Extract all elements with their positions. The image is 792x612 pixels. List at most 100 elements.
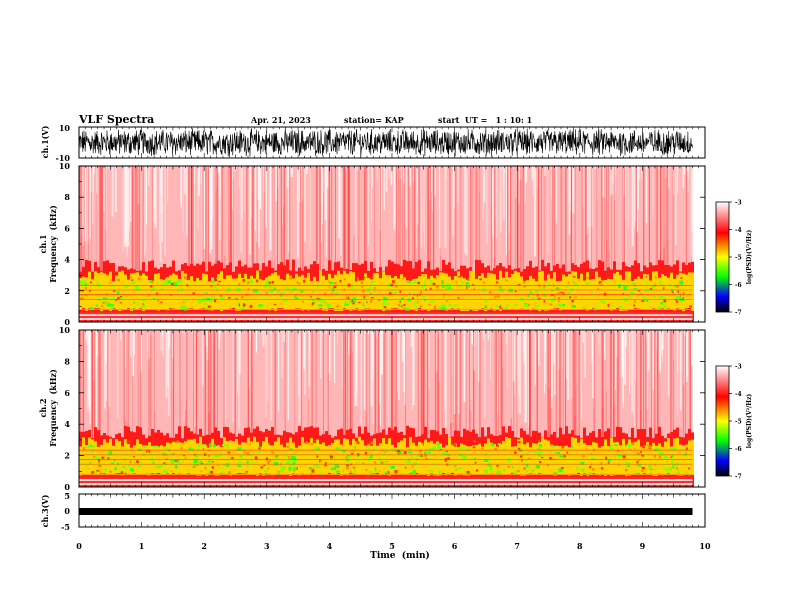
ch1-spec-green-patch (366, 288, 371, 293)
ch1-spec-orange-speckle (347, 296, 350, 300)
ch2-spec-green-patch (346, 459, 349, 462)
ch2-spec-yellow-band (601, 446, 604, 474)
ch1-spec-noise-streak (687, 166, 689, 193)
ch1-spec-orange-speckle (119, 302, 122, 304)
ch2-spec-sferic (351, 330, 353, 487)
ch1-spec-yellow-band (379, 278, 382, 310)
ch1-spec-noise-streak (634, 166, 637, 222)
ch2-spec-sferic (294, 330, 296, 487)
ch1-spec-green-patch (520, 307, 522, 310)
ch1-spec-orange-speckle (218, 280, 221, 283)
ch2-spec-green-patch (555, 452, 560, 454)
ch2-spec-orange-speckle (537, 448, 541, 450)
ch1-spec-green-patch (445, 286, 449, 290)
ch2-spec-green-patch (237, 447, 242, 451)
ch1-spec-noise-streak (667, 166, 669, 240)
ch2-spec-green-patch (222, 464, 227, 467)
ch1-spec-orange-speckle (558, 297, 560, 299)
ch2-spec-orange-speckle (658, 455, 661, 459)
ch1-spec-green-patch (289, 291, 293, 293)
ch1-spec-low-freq-stripe (79, 314, 693, 317)
ch1-spec-green-patch (229, 305, 231, 308)
ch1-spec-orange-speckle (110, 279, 112, 282)
ch1-spec-orange-speckle (85, 286, 87, 290)
ch2-spec-yellow-band (559, 446, 562, 475)
ch1-spec-green-patch (311, 291, 315, 293)
ch2-spec-green-patch (170, 461, 174, 466)
ch1-spec-sferic (100, 166, 102, 322)
ch1-spec-sferic (344, 166, 346, 322)
ch2-spec-yellow-band (169, 443, 172, 475)
ch2-spec-green-patch (446, 472, 449, 474)
ch1-spec-sferic (419, 166, 420, 322)
ch2-spec-yellow-band (637, 439, 640, 474)
ch2-spec-noise-streak (593, 330, 595, 408)
ch1-spec-green-patch (484, 307, 488, 311)
ch1-spec-yellow-band (547, 274, 550, 311)
ch2-spec-orange-speckle (271, 450, 274, 454)
ch2-spec-sferic (394, 330, 396, 487)
ch1-spec-noise-streak (184, 166, 187, 194)
ch2-spec-noise-streak (397, 330, 398, 392)
ch2-spec-orange-speckle (99, 470, 101, 474)
ch2-spec-green-patch (488, 444, 491, 446)
ch2-spec-orange-speckle (98, 459, 101, 462)
ch2-spec-noise-streak (668, 330, 670, 396)
ch2-spec-green-patch (462, 456, 467, 460)
ch1-spec-noise-streak (127, 166, 130, 247)
ch2-spec-yellow-band (331, 443, 334, 474)
ch1-spec-orange-speckle (312, 302, 315, 304)
ch2-spec-green-patch (327, 455, 331, 457)
ch2-spec-green-patch (637, 463, 641, 467)
ch1-spec-noise-streak (504, 166, 506, 174)
ch1-spec-sferic (635, 166, 637, 322)
ch2-spec-green-patch (85, 466, 88, 468)
ch2-spec-orange-speckle (82, 447, 86, 450)
ch1-spec-orange-speckle (356, 277, 359, 280)
ch2-spec-yellow-band (565, 445, 568, 475)
ch2-spec-noise-streak (524, 330, 526, 378)
ch1-spec-noise-streak (434, 166, 436, 196)
ch1-spec-noise-streak (614, 166, 616, 176)
ch1-spec-orange-speckle (241, 296, 244, 298)
ch2-spec-orange-speckle (631, 442, 635, 446)
ch1-spec-sferic (343, 166, 344, 322)
ch1-spec-sferic (224, 166, 226, 322)
ch1-colorbar: -3-4-5-6-7 log(PSD)(V²/Hz) (715, 200, 753, 317)
ch1-spec-yellow-band (295, 273, 298, 309)
time-tick-label: 10 (699, 541, 711, 551)
ch1-spec-orange-speckle (499, 305, 502, 309)
ch1-spec-green-patch (268, 286, 273, 289)
ch2-spec-green-patch (559, 455, 564, 458)
ch2-spec-yellow-band (421, 443, 424, 475)
ch1-spec-green-patch (618, 298, 620, 301)
ch1-spec-green-patch (421, 296, 426, 298)
ch1-spec-orange-speckle (428, 303, 431, 306)
ch1-spec-noise-streak (92, 166, 94, 225)
ch1-spec-yellow-band (625, 271, 628, 311)
ch1-spec-orange-speckle (479, 278, 482, 281)
ch2-spec-orange-speckle (586, 448, 588, 450)
ch2-spec-yellow-band (325, 446, 328, 474)
ch1-spec-orange-speckle (675, 284, 679, 288)
ch2-spec-green-patch (383, 471, 388, 474)
ch1-spec-green-patch (671, 288, 674, 293)
ch1-spec-sferic (300, 166, 301, 322)
ch2-spec-green-patch (161, 452, 167, 454)
ch2-spec-yellow-band (142, 445, 145, 475)
ch2-spec-sferic (171, 330, 173, 487)
ch2-spec-orange-speckle (183, 454, 185, 457)
ch1-spec-green-patch (653, 294, 656, 299)
ch1-spec-yellow-band (490, 273, 493, 309)
ch2-spec-green-patch (143, 446, 148, 448)
ch1-spec-green-patch (621, 298, 625, 300)
ch2-spec-noise-streak (218, 330, 221, 350)
ch1-spec-noise-streak (219, 166, 221, 241)
ch1-spec-sferic (611, 166, 613, 322)
ch1-spec-sferic (274, 166, 275, 322)
ch2-spec-green-patch (407, 448, 412, 450)
ch1-spec-noise-streak (608, 166, 610, 251)
ch2-spec-noise-streak (601, 330, 604, 408)
ch1-spec-green-patch (659, 282, 662, 284)
ch1-spec-noise-streak (210, 166, 213, 250)
